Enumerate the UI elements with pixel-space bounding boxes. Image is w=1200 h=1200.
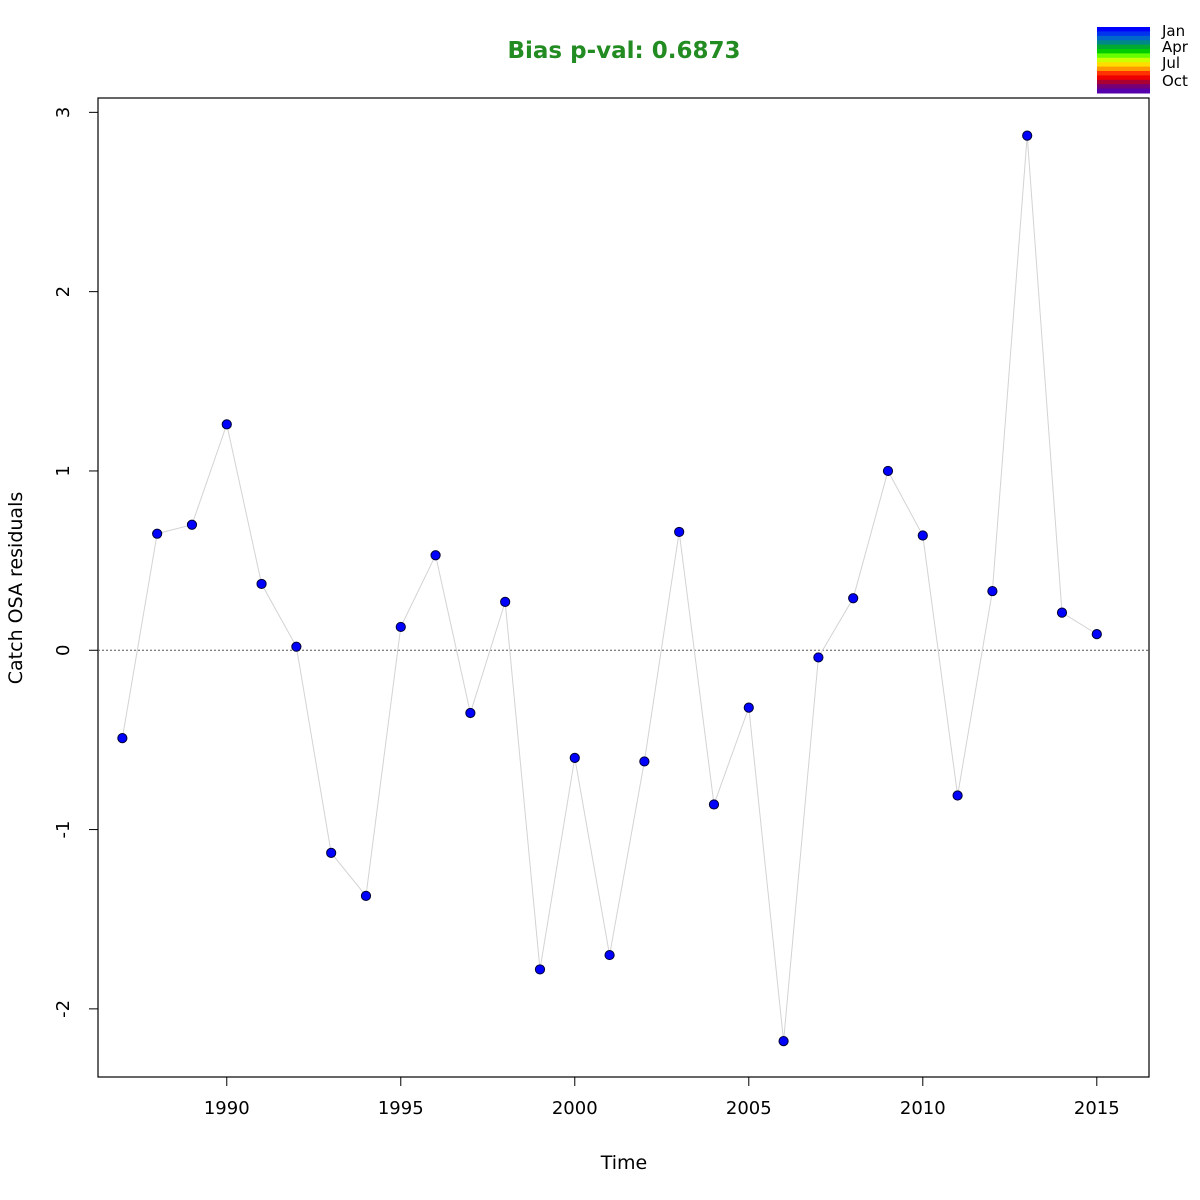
- legend-color-swatch: [1097, 49, 1150, 54]
- residual-point: [848, 593, 859, 604]
- legend-label-apr: Apr: [1162, 38, 1189, 56]
- residual-point: [987, 585, 998, 597]
- residual-point: [186, 519, 198, 530]
- residual-point: [813, 652, 824, 663]
- residual-point: [465, 707, 476, 719]
- y-axis-label: Catch OSA residuals: [5, 492, 27, 684]
- residual-point: [1091, 629, 1102, 640]
- y-tick-label: -2: [53, 1000, 74, 1018]
- x-axis-label: Time: [600, 1152, 648, 1174]
- legend-color-swatch: [1097, 79, 1150, 85]
- residual-point: [500, 596, 511, 607]
- y-tick-label: 3: [53, 107, 74, 118]
- legend-color-swatch: [1097, 75, 1150, 81]
- residual-point: [430, 550, 441, 561]
- legend-color-swatch: [1097, 62, 1150, 68]
- y-tick-label: -1: [53, 821, 74, 839]
- legend-color-swatch: [1097, 88, 1150, 94]
- residual-connector-line: [121, 135, 1098, 1042]
- residual-point: [360, 890, 372, 902]
- plot-frame: [97, 97, 1150, 1078]
- residual-point: [917, 530, 928, 541]
- legend-label-jan: Jan: [1161, 22, 1185, 40]
- residual-point: [291, 641, 302, 652]
- residual-point: [326, 847, 337, 858]
- residual-point: [604, 949, 615, 961]
- legend-color-swatch: [1097, 84, 1150, 90]
- legend-color-swatch: [1097, 35, 1150, 41]
- residual-point: [674, 526, 685, 538]
- residual-point: [256, 578, 267, 590]
- residual-point: [395, 621, 406, 633]
- residual-point: [952, 790, 963, 801]
- legend-color-swatch: [1097, 66, 1150, 72]
- residual-point: [221, 419, 232, 430]
- residual-point: [1056, 607, 1068, 618]
- residual-point: [743, 702, 754, 713]
- legend-color-swatch: [1097, 44, 1150, 50]
- y-tick-label: 2: [53, 286, 74, 297]
- chart-title: Bias p-val: 0.6873: [508, 38, 741, 64]
- legend-color-swatch: [1097, 53, 1150, 59]
- residual-point: [778, 1036, 789, 1047]
- y-tick-label: 0: [53, 645, 74, 656]
- legend-label-jul: Jul: [1161, 54, 1180, 72]
- legend-label-oct: Oct: [1162, 72, 1188, 90]
- residual-point: [152, 528, 163, 539]
- residual-point: [117, 733, 128, 744]
- x-tick-label: 1990: [204, 1098, 250, 1119]
- legend-color-swatch: [1097, 71, 1150, 76]
- x-tick-label: 1995: [378, 1098, 424, 1119]
- x-tick-label: 2000: [552, 1098, 598, 1119]
- residual-point: [708, 799, 720, 810]
- legend-color-swatch: [1097, 27, 1150, 32]
- month-color-legend: Jan Apr Jul Oct: [1097, 22, 1189, 94]
- legend-color-swatch: [1097, 31, 1150, 37]
- residual-point: [534, 964, 546, 975]
- y-tick-label: 1: [53, 465, 74, 476]
- legend-color-swatch: [1097, 57, 1150, 63]
- legend-color-swatch: [1097, 40, 1150, 46]
- residual-point: [639, 756, 650, 767]
- residual-point: [569, 752, 580, 763]
- x-tick-label: 2005: [726, 1098, 772, 1119]
- x-tick-label: 2010: [900, 1098, 946, 1119]
- residual-point: [882, 465, 894, 477]
- residual-point: [1022, 130, 1033, 141]
- x-tick-label: 2015: [1074, 1098, 1120, 1119]
